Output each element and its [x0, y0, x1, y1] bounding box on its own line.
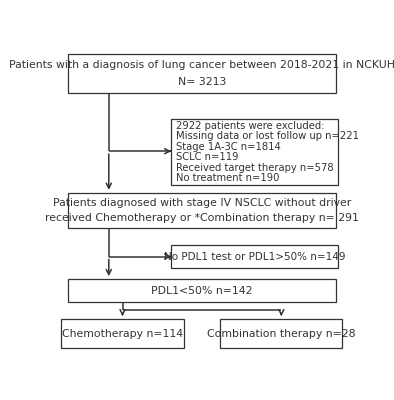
FancyBboxPatch shape	[220, 319, 342, 348]
Text: No PDL1 test or PDL1>50% n=149: No PDL1 test or PDL1>50% n=149	[164, 252, 346, 262]
FancyBboxPatch shape	[68, 193, 336, 228]
Text: Chemotherapy n=114: Chemotherapy n=114	[62, 329, 183, 339]
Text: received Chemotherapy or *Combination therapy n= 291: received Chemotherapy or *Combination th…	[45, 213, 359, 223]
Text: Stage 1A-3C n=1814: Stage 1A-3C n=1814	[176, 142, 281, 152]
FancyBboxPatch shape	[68, 54, 336, 93]
Text: Patients diagnosed with stage IV NSCLC without driver: Patients diagnosed with stage IV NSCLC w…	[53, 198, 351, 208]
Text: Received target therapy n=578: Received target therapy n=578	[176, 162, 334, 172]
Text: SCLC n=119: SCLC n=119	[176, 152, 238, 162]
FancyBboxPatch shape	[61, 319, 184, 348]
Text: Patients with a diagnosis of lung cancer between 2018-2021 in NCKUH: Patients with a diagnosis of lung cancer…	[9, 60, 394, 70]
Text: Combination therapy n=28: Combination therapy n=28	[207, 329, 355, 339]
FancyBboxPatch shape	[171, 119, 338, 185]
Text: Missing data or lost follow up n=221: Missing data or lost follow up n=221	[176, 131, 359, 141]
Text: No treatment n=190: No treatment n=190	[176, 173, 279, 183]
Text: PDL1<50% n=142: PDL1<50% n=142	[151, 286, 253, 296]
Text: N= 3213: N= 3213	[178, 77, 226, 87]
FancyBboxPatch shape	[68, 279, 336, 302]
Text: 2922 patients were excluded:: 2922 patients were excluded:	[176, 121, 325, 131]
FancyBboxPatch shape	[171, 245, 338, 268]
